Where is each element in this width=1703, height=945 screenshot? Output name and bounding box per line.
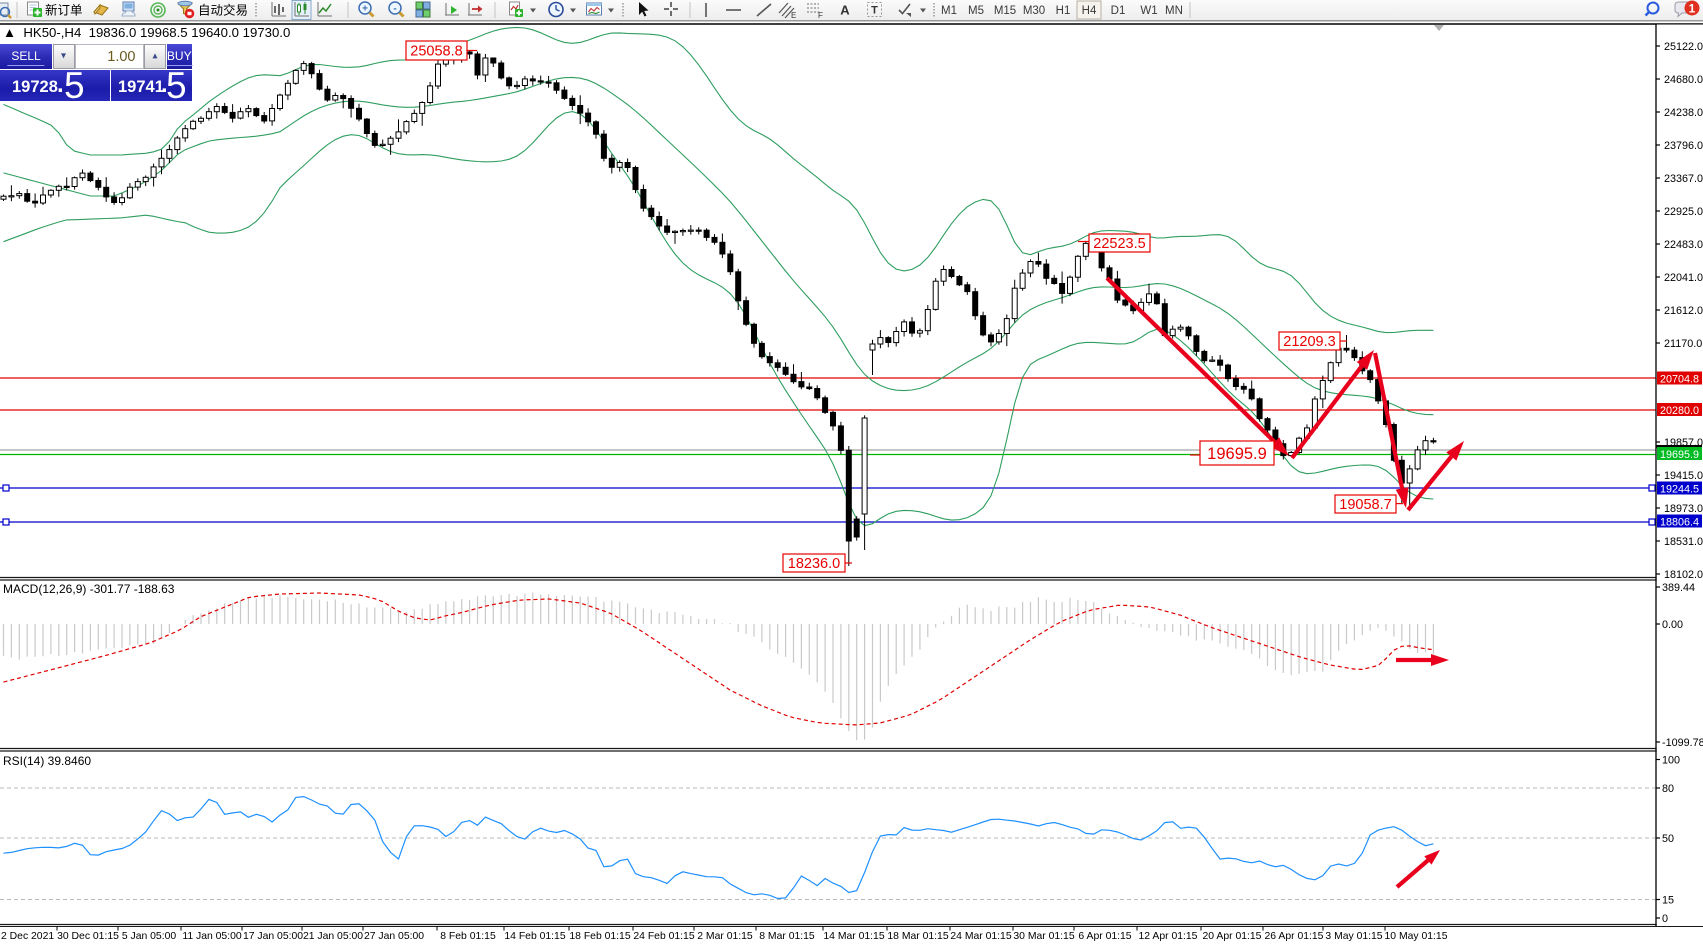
svg-text:24 Feb 01:15: 24 Feb 01:15 [633,931,694,942]
svg-text:17 Jan 05:00: 17 Jan 05:00 [243,931,303,942]
svg-text:19695.9: 19695.9 [1660,449,1699,461]
svg-text:50: 50 [1662,833,1674,845]
svg-text:0: 0 [1662,913,1668,925]
svg-text:22483.0: 22483.0 [1664,239,1703,251]
svg-text:10 May 01:15: 10 May 01:15 [1385,931,1448,942]
svg-text:26 Apr 01:15: 26 Apr 01:15 [1265,931,1324,942]
svg-text:E: E [791,11,796,20]
svg-text:2 Dec 2021: 2 Dec 2021 [1,931,54,942]
svg-text:M15: M15 [994,5,1016,17]
svg-text:21612.0: 21612.0 [1664,305,1703,317]
svg-text:23796.0: 23796.0 [1664,140,1703,152]
svg-text:22523.5: 22523.5 [1093,236,1145,252]
svg-text:14 Feb 01:15: 14 Feb 01:15 [504,931,565,942]
svg-text:D1: D1 [1111,5,1126,17]
svg-text:+: + [362,4,368,15]
svg-text:M30: M30 [1023,5,1045,17]
svg-text:RSI(14) 39.8460: RSI(14) 39.8460 [3,754,91,768]
svg-text:1: 1 [1689,2,1696,16]
svg-text:自动交易: 自动交易 [198,3,248,18]
svg-text:24238.0: 24238.0 [1664,107,1703,119]
svg-text:100: 100 [1662,755,1680,767]
svg-text:21209.3: 21209.3 [1283,334,1335,350]
svg-text:-: - [393,4,396,15]
svg-text:389.44: 389.44 [1662,582,1695,594]
svg-text:18973.0: 18973.0 [1664,503,1703,515]
svg-text:19244.5: 19244.5 [1660,484,1699,496]
svg-text:14 Mar 01:15: 14 Mar 01:15 [823,931,884,942]
svg-text:15: 15 [1662,895,1674,907]
svg-text:F: F [818,11,823,20]
svg-text:6 Apr 01:15: 6 Apr 01:15 [1078,931,1131,942]
svg-text:M1: M1 [941,5,957,17]
svg-text:24 Mar 01:15: 24 Mar 01:15 [950,931,1011,942]
svg-text:19058.7: 19058.7 [1339,497,1391,513]
svg-text:19695.9: 19695.9 [1207,445,1267,463]
svg-text:25122.0: 25122.0 [1664,41,1703,53]
svg-text:21 Jan 05:00: 21 Jan 05:00 [303,931,363,942]
svg-text:22925.0: 22925.0 [1664,206,1703,218]
svg-text:8 Feb 01:15: 8 Feb 01:15 [440,931,496,942]
svg-text:12 Apr 01:15: 12 Apr 01:15 [1139,931,1198,942]
svg-text:25058.8: 25058.8 [410,44,462,60]
svg-text:18236.0: 18236.0 [788,556,840,572]
svg-text:11 Jan 05:00: 11 Jan 05:00 [182,931,242,942]
svg-text:80: 80 [1662,783,1674,795]
svg-text:20280.0: 20280.0 [1660,405,1699,417]
svg-text:27 Jan 05:00: 27 Jan 05:00 [364,931,424,942]
svg-text:21170.0: 21170.0 [1664,338,1702,350]
svg-text:20704.8: 20704.8 [1660,374,1699,386]
svg-text:新订单: 新订单 [45,3,83,18]
svg-text:18 Feb 01:15: 18 Feb 01:15 [569,931,630,942]
svg-text:W1: W1 [1140,5,1157,17]
svg-text:22041.0: 22041.0 [1664,272,1703,284]
svg-text:MN: MN [1165,5,1183,17]
svg-text:24680.0: 24680.0 [1664,74,1703,86]
svg-text:H4: H4 [1082,5,1097,17]
svg-text:18 Mar 01:15: 18 Mar 01:15 [887,931,948,942]
svg-text:A: A [840,3,850,18]
svg-text:T: T [871,5,878,17]
svg-text:M5: M5 [968,5,984,17]
svg-text:23367.0: 23367.0 [1664,173,1703,185]
svg-text:MACD(12,26,9) -301.77 -188.63: MACD(12,26,9) -301.77 -188.63 [3,582,175,596]
svg-text:18806.4: 18806.4 [1660,517,1699,529]
svg-text:5 Jan 05:00: 5 Jan 05:00 [122,931,177,942]
svg-text:-1099.78: -1099.78 [1662,737,1703,749]
svg-text:30 Dec 01:15: 30 Dec 01:15 [57,931,119,942]
svg-text:20 Apr 01:15: 20 Apr 01:15 [1203,931,1262,942]
svg-text:18102.0: 18102.0 [1664,569,1703,581]
svg-text:8 Mar 01:15: 8 Mar 01:15 [759,931,815,942]
svg-text:19415.0: 19415.0 [1664,470,1703,482]
svg-text:18531.0: 18531.0 [1664,536,1703,548]
svg-text:0.00: 0.00 [1662,619,1683,631]
svg-text:▲ HK50-,H4 19836.0 19968.5 1: ▲ HK50-,H4 19836.0 19968.5 19640.0 19730… [3,25,290,40]
svg-text:3 May 01:15: 3 May 01:15 [1325,931,1382,942]
svg-text:30 Mar 01:15: 30 Mar 01:15 [1013,931,1074,942]
svg-text:H1: H1 [1056,5,1071,17]
svg-text:2 Mar 01:15: 2 Mar 01:15 [697,931,753,942]
